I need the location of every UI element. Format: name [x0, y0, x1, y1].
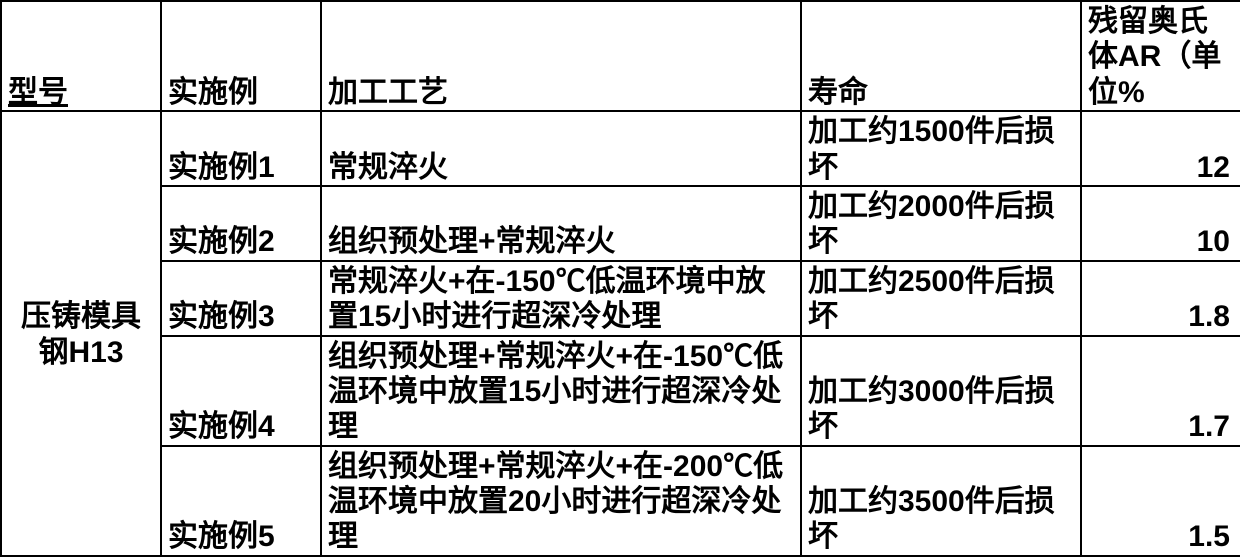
cell-example: 实施例2: [161, 186, 321, 261]
cell-ar: 1.8: [1081, 261, 1240, 336]
cell-process: 常规淬火+在-150℃低温环境中放置15小时进行超深冷处理: [321, 261, 801, 336]
cell-example: 实施例5: [161, 446, 321, 556]
cell-example: 实施例3: [161, 261, 321, 336]
cell-model: 压铸模具钢H13: [1, 111, 161, 556]
table-header-row: 型号 实施例 加工工艺 寿命 残留奥氏体AR（单位%: [1, 1, 1240, 111]
col-header-ar: 残留奥氏体AR（单位%: [1081, 1, 1240, 111]
col-header-process: 加工工艺: [321, 1, 801, 111]
mold-steel-table: 型号 实施例 加工工艺 寿命 残留奥氏体AR（单位% 压铸模具钢H13 实施例1…: [0, 0, 1240, 557]
table-row: 实施例5 组织预处理+常规淬火+在-200℃低温环境中放置20小时进行超深冷处理…: [1, 446, 1240, 556]
cell-process: 组织预处理+常规淬火: [321, 186, 801, 261]
col-header-example: 实施例: [161, 1, 321, 111]
table-row: 压铸模具钢H13 实施例1 常规淬火 加工约1500件后损坏 12: [1, 111, 1240, 186]
col-header-life: 寿命: [801, 1, 1081, 111]
cell-example: 实施例1: [161, 111, 321, 186]
table-row: 实施例3 常规淬火+在-150℃低温环境中放置15小时进行超深冷处理 加工约25…: [1, 261, 1240, 336]
cell-ar: 10: [1081, 186, 1240, 261]
cell-process: 常规淬火: [321, 111, 801, 186]
table-row: 实施例4 组织预处理+常规淬火+在-150℃低温环境中放置15小时进行超深冷处理…: [1, 336, 1240, 446]
table-row: 实施例2 组织预处理+常规淬火 加工约2000件后损坏 10: [1, 186, 1240, 261]
cell-life: 加工约3500件后损坏: [801, 446, 1081, 556]
cell-process: 组织预处理+常规淬火+在-200℃低温环境中放置20小时进行超深冷处理: [321, 446, 801, 556]
cell-life: 加工约2000件后损坏: [801, 186, 1081, 261]
cell-life: 加工约3000件后损坏: [801, 336, 1081, 446]
cell-ar: 12: [1081, 111, 1240, 186]
cell-process: 组织预处理+常规淬火+在-150℃低温环境中放置15小时进行超深冷处理: [321, 336, 801, 446]
cell-ar: 1.5: [1081, 446, 1240, 556]
table-container: 型号 实施例 加工工艺 寿命 残留奥氏体AR（单位% 压铸模具钢H13 实施例1…: [0, 0, 1240, 557]
cell-example: 实施例4: [161, 336, 321, 446]
col-header-model: 型号: [1, 1, 161, 111]
cell-life: 加工约1500件后损坏: [801, 111, 1081, 186]
cell-ar: 1.7: [1081, 336, 1240, 446]
cell-life: 加工约2500件后损坏: [801, 261, 1081, 336]
